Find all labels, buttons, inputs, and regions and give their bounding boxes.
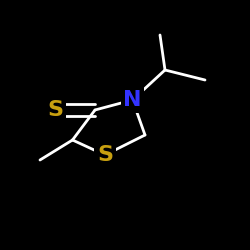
Text: S: S (47, 100, 63, 120)
Text: N: N (123, 90, 142, 110)
Text: S: S (97, 145, 113, 165)
